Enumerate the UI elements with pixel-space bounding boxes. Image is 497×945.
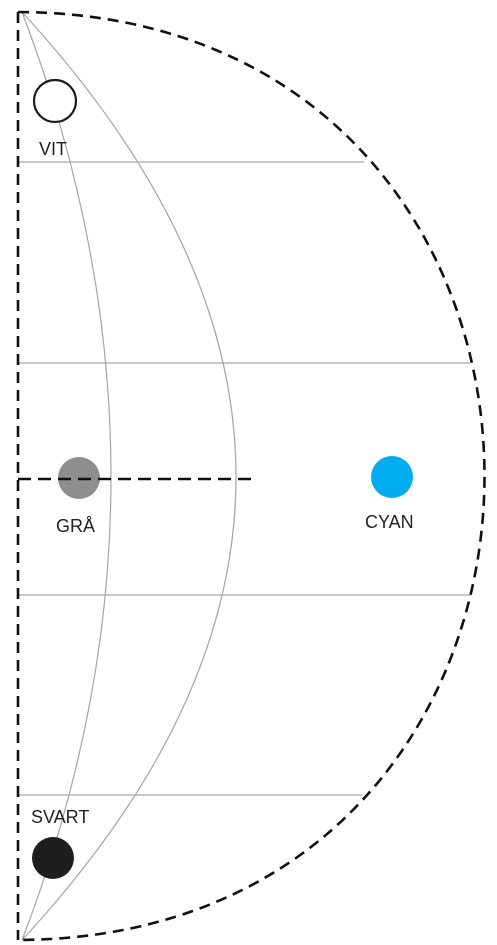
svart-point (32, 837, 74, 879)
cyan-point (371, 456, 413, 498)
hemisphere-outline (16, 10, 486, 942)
gra-label: GRÅ (56, 516, 95, 536)
meridian-inner (21, 11, 112, 941)
vit-label: VIT (39, 139, 67, 159)
vit-point (32, 78, 78, 124)
svart-label: SVART (31, 807, 89, 827)
meridian-outer (21, 11, 237, 941)
meridian-grid (21, 11, 237, 941)
latitude-grid (18, 161, 470, 796)
cyan-label: CYAN (365, 512, 414, 532)
